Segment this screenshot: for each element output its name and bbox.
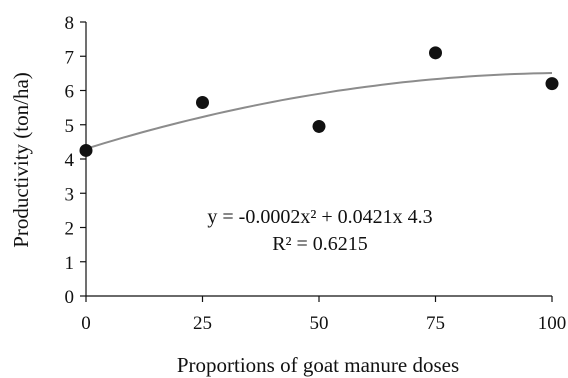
- x-tick-label: 100: [538, 313, 567, 334]
- y-tick-label: 1: [65, 253, 75, 274]
- data-point: [545, 77, 559, 91]
- y-axis-title: Productivity (ton/ha): [9, 72, 33, 248]
- x-axis-title: Proportions of goat manure doses: [177, 353, 459, 377]
- x-tick-label: 25: [193, 313, 212, 334]
- equation-label: y = -0.0002x² + 0.0421x 4.3: [207, 206, 432, 228]
- y-tick-label: 0: [65, 287, 75, 308]
- y-tick-label: 3: [65, 184, 75, 205]
- y-tick-label: 7: [65, 47, 75, 68]
- x-tick-group: 0 25 50 75 100: [81, 296, 566, 334]
- data-point: [196, 95, 209, 109]
- r-squared-label: R² = 0.6215: [272, 233, 368, 255]
- data-point: [312, 119, 326, 133]
- data-point: [79, 143, 93, 157]
- trendline: [85, 72, 553, 150]
- x-tick-label: 0: [81, 313, 91, 334]
- y-tick-label: 2: [65, 219, 75, 240]
- y-tick-label: 8: [65, 13, 75, 34]
- y-tick-group: 0 1 2 3 4 5 6 7 8: [65, 13, 86, 308]
- y-tick-label: 4: [65, 150, 75, 171]
- x-tick-label: 50: [310, 313, 329, 334]
- y-tick-label: 5: [65, 116, 75, 137]
- y-tick-label: 6: [65, 82, 75, 103]
- x-tick-label: 75: [426, 313, 445, 334]
- data-point: [429, 46, 442, 60]
- data-points: [79, 46, 559, 157]
